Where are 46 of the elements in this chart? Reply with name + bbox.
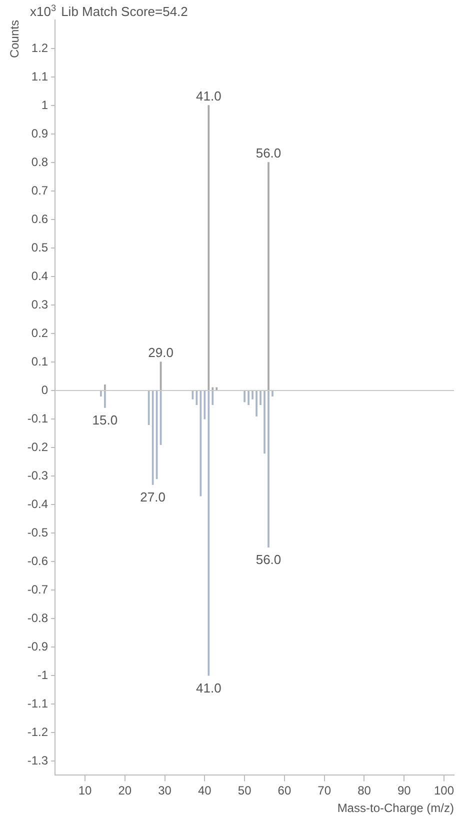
y-tick-label: -1.2 — [27, 724, 48, 739]
text: Lib Match Score=54.2 — [61, 4, 188, 19]
y-tick-label: -0.1 — [27, 411, 48, 426]
annotation: 56.0 — [256, 145, 282, 160]
y-tick-label: -0.9 — [27, 639, 48, 654]
x-tick-label: 20 — [118, 784, 132, 798]
annotation: 56.0 — [256, 552, 282, 568]
y-axis-title: Counts — [8, 20, 22, 58]
x-tick-label: 70 — [318, 784, 332, 798]
annotation: 27.0 — [140, 490, 166, 505]
x-tick-label: 50 — [238, 784, 252, 798]
y-tick-label: -0.3 — [27, 468, 48, 482]
y-tick-label: 0.8 — [31, 154, 48, 169]
y-tick-label: 0 — [41, 382, 48, 397]
y-tick-label: 1.1 — [31, 69, 48, 84]
x-tick-label: 60 — [278, 784, 292, 798]
x-axis-title: Mass-to-Charge (m/z) — [337, 801, 454, 816]
y-tick-label: -0.4 — [27, 496, 48, 511]
y-tick-label: -1.3 — [27, 753, 48, 768]
x-tick-label: 80 — [358, 784, 372, 798]
y-tick-label: 1.2 — [31, 40, 48, 55]
y-tick-label: 1 — [41, 98, 48, 112]
x-tick-label: 100 — [434, 784, 454, 798]
x-tick-label: 30 — [158, 784, 172, 798]
x-tick-label: 90 — [397, 784, 412, 798]
y-tick-label: -0.8 — [27, 610, 48, 625]
y-tick-label: 0.4 — [31, 268, 48, 283]
y-tick-label: 0.7 — [31, 183, 48, 198]
y-tick-label: -0.5 — [27, 525, 48, 540]
annotation: 41.0 — [196, 88, 222, 104]
y-tick-label: -0.2 — [27, 440, 48, 454]
y-tick-label: 0.5 — [31, 240, 48, 254]
y-tick-label: -1 — [37, 668, 48, 682]
y-tick-label: -0.7 — [27, 582, 48, 596]
y-tick-label: 0.2 — [31, 326, 48, 340]
annotation: 41.0 — [196, 680, 222, 696]
y-tick-label: -0.6 — [27, 554, 48, 568]
x-tick-label: 10 — [78, 784, 92, 798]
y-tick-label: -1.1 — [27, 696, 48, 710]
y-tick-label: 0.3 — [31, 297, 48, 312]
y-tick-label: 0.1 — [31, 354, 48, 368]
annotation: 15.0 — [92, 412, 118, 428]
y-tick-label: 0.9 — [31, 126, 48, 140]
annotation: 29.0 — [148, 344, 174, 360]
y-tick-label: 0.6 — [31, 212, 48, 226]
x-tick-label: 40 — [198, 784, 212, 798]
